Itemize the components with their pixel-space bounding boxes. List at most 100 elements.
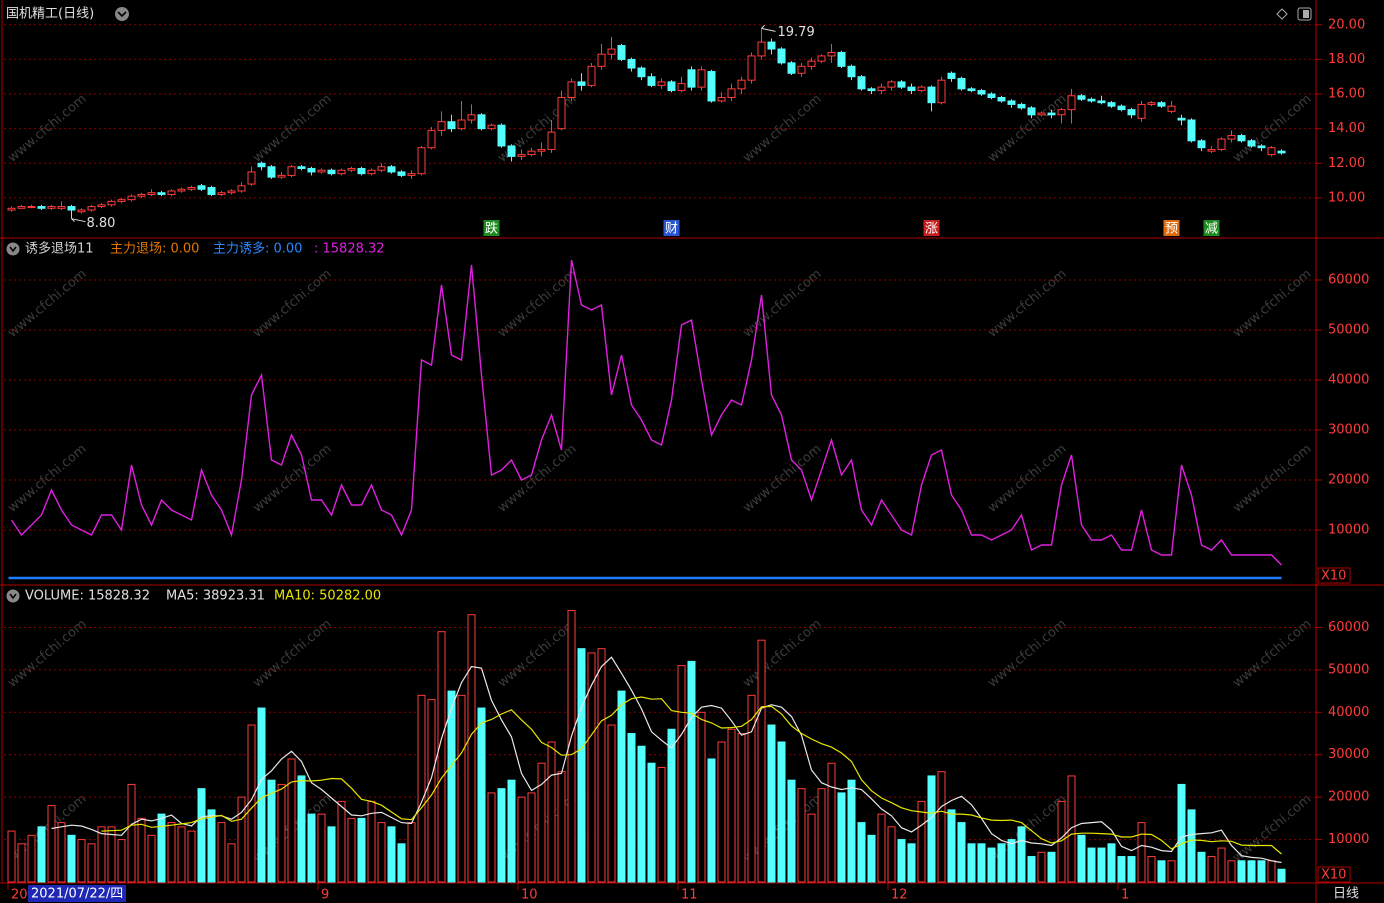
candle-body [297, 166, 306, 169]
scale-box [1317, 567, 1351, 584]
candle-body [1067, 95, 1076, 111]
candle-body [1227, 135, 1236, 140]
volume-bar [467, 614, 476, 883]
candle-body [517, 154, 526, 157]
volume-bar [1197, 851, 1206, 883]
x-tick-label: 1 [1121, 888, 1129, 903]
candle-body [677, 83, 686, 92]
volume-bar [897, 839, 906, 883]
candle-body [637, 67, 646, 78]
volume-bar [1017, 826, 1026, 883]
volume-bar [117, 839, 126, 883]
candle-body [1087, 98, 1096, 102]
volume-bar [197, 788, 206, 883]
volume-bar [767, 724, 776, 883]
volume-bar [1177, 783, 1186, 883]
candle-body [937, 79, 946, 104]
ma5-line [51, 656, 1282, 864]
ma5-label: MA5: 38923.31 [166, 589, 265, 604]
candle-body [237, 185, 246, 192]
volume-bar [157, 813, 166, 883]
volume-bar [877, 813, 886, 883]
volume-bar [1047, 851, 1056, 883]
candle-body [927, 86, 936, 104]
signal-label: 财 [665, 222, 678, 237]
y-tick-label: 60000 [1328, 620, 1369, 635]
candle-body [507, 145, 516, 157]
volume-bar [677, 665, 686, 883]
candle-body [227, 190, 236, 194]
indicator-name: 诱多退场11 [25, 241, 94, 257]
candle-body [437, 121, 446, 131]
volume-bar [947, 809, 956, 883]
volume-bar [147, 834, 156, 883]
scale-box [1317, 866, 1351, 883]
candle-body [987, 93, 996, 98]
candle-body [187, 187, 196, 190]
volume-bar [617, 690, 626, 883]
candle-body [647, 76, 656, 86]
window-icon-inner [1303, 10, 1309, 18]
candle-body [357, 167, 366, 175]
volume-bar [757, 639, 766, 883]
candle-body [7, 207, 16, 211]
candle-body [367, 169, 376, 175]
candle-body [547, 131, 556, 150]
candle-body [887, 81, 896, 88]
candle-body [1187, 119, 1196, 142]
volume-bar [597, 648, 606, 883]
volume-bar [457, 694, 466, 883]
volume-bar [297, 775, 306, 883]
menu-icon[interactable] [115, 7, 129, 21]
candle-body [157, 192, 166, 195]
y-tick-label: 10.00 [1328, 190, 1365, 205]
candle-body [1267, 147, 1276, 156]
volume-bar [67, 834, 76, 883]
volume-bar [1137, 822, 1146, 883]
volume-bar [1097, 847, 1106, 883]
signal-label: 涨 [925, 222, 938, 237]
candle-body [567, 81, 576, 98]
candle-body [697, 69, 706, 88]
volume-bar [647, 762, 656, 883]
volume-bar [267, 779, 276, 883]
volume-bar [327, 826, 336, 883]
menu-icon[interactable] [6, 589, 20, 603]
volume-bar [167, 822, 176, 883]
candle-body [67, 206, 76, 211]
volume-bar [537, 762, 546, 883]
volume-bar [1147, 856, 1156, 883]
volume-bar [77, 839, 86, 883]
diamond-icon[interactable] [1276, 8, 1288, 20]
volume-bar [987, 847, 996, 883]
volume-bar [717, 741, 726, 883]
volume-bar [1037, 851, 1046, 883]
menu-icon[interactable] [6, 242, 20, 256]
volume-bar [1227, 860, 1236, 883]
volume-bar [657, 766, 666, 883]
candle-body [1137, 103, 1146, 119]
signal-label: 减 [1205, 222, 1218, 237]
volume-bar [667, 728, 676, 883]
candle-body [1107, 102, 1116, 107]
candle-body [817, 55, 826, 62]
candle-body [27, 206, 36, 209]
volume-bar [807, 813, 816, 883]
volume-bar [1007, 839, 1016, 883]
volume-bar [1247, 860, 1256, 883]
candle-body [607, 48, 616, 55]
volume-bar [867, 834, 876, 883]
y-tick-label: 30000 [1328, 423, 1369, 438]
volume-bar [87, 843, 96, 883]
volume-bar [907, 843, 916, 883]
window-icon[interactable] [1297, 7, 1312, 21]
candle-body [1237, 135, 1246, 142]
volume-header: VOLUME: 15828.32 [25, 589, 150, 604]
volume-bar [427, 699, 436, 883]
volume-bar [957, 822, 966, 883]
volume-bar [977, 843, 986, 883]
volume-bar [137, 817, 146, 883]
volume-bar [107, 826, 116, 883]
candle-body [1097, 100, 1106, 104]
candle-body [327, 169, 336, 175]
